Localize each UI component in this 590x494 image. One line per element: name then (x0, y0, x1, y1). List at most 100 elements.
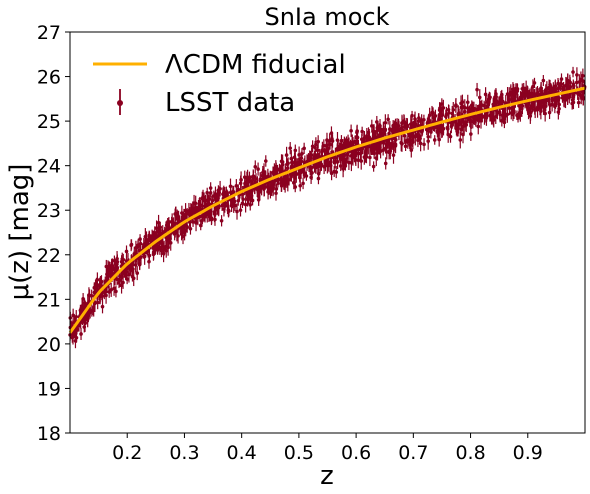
data-point (298, 180, 303, 192)
data-point (287, 174, 291, 186)
data-point (454, 99, 458, 113)
data-point (462, 117, 466, 134)
data-point (227, 206, 231, 217)
x-axis-label: z (320, 461, 334, 491)
data-point (147, 254, 151, 269)
data-point (222, 201, 226, 217)
chart-title: SnIa mock (264, 3, 389, 31)
data-point (322, 139, 326, 153)
data-point (221, 187, 225, 201)
data-point (107, 286, 111, 298)
data-point (391, 123, 395, 135)
data-point (304, 171, 309, 181)
data-point (404, 135, 408, 147)
legend-label-data: LSST data (165, 88, 295, 118)
data-point (551, 82, 556, 94)
data-point (433, 109, 438, 123)
data-point (370, 131, 375, 147)
data-point (297, 146, 301, 164)
data-point (422, 114, 426, 125)
data-point (112, 280, 116, 296)
data-point (362, 131, 367, 146)
data-point (579, 71, 583, 88)
data-point (517, 97, 521, 115)
data-point (104, 287, 108, 304)
ticks-layer: 0.2 0.3 0.4 0.5 0.6 0.7 0.8 0.9 18 19 20 21 22 23 24 25… (37, 22, 543, 464)
data-point (548, 84, 553, 96)
data-point (271, 166, 275, 179)
data-point (129, 239, 134, 250)
y-tick-label: 24 (37, 156, 61, 178)
data-point (138, 237, 143, 250)
data-point (374, 150, 379, 167)
data-point (404, 117, 409, 133)
data-point (299, 151, 304, 165)
data-point (278, 165, 283, 175)
data-layer (68, 66, 587, 349)
data-point (188, 222, 193, 235)
data-point (245, 169, 250, 187)
data-point (395, 121, 399, 134)
data-point (308, 150, 313, 161)
data-point (344, 155, 349, 168)
data-point (375, 115, 379, 128)
data-point (185, 208, 189, 220)
data-point (511, 82, 515, 97)
data-point (529, 86, 534, 101)
data-point (124, 264, 129, 281)
data-point (556, 104, 561, 120)
data-point (302, 142, 306, 154)
data-point (202, 192, 206, 203)
data-point (371, 161, 376, 172)
data-point (108, 261, 112, 278)
y-tick-label: 25 (37, 111, 61, 133)
data-point (316, 168, 321, 179)
x-tick-label: 0.7 (398, 442, 428, 464)
data-point (459, 123, 464, 136)
line-layer (68, 86, 586, 334)
data-point (100, 299, 105, 314)
data-point (212, 205, 217, 223)
data-point (250, 195, 255, 206)
data-point (359, 152, 364, 170)
data-point (301, 177, 305, 190)
data-point (256, 162, 260, 176)
data-point (483, 110, 487, 124)
data-point (120, 252, 125, 266)
data-point (135, 266, 140, 281)
data-point (206, 194, 210, 206)
data-point (114, 285, 118, 298)
data-point (426, 132, 430, 150)
data-point (176, 228, 180, 244)
data-point (483, 87, 488, 102)
data-point (543, 105, 547, 122)
data-point (349, 154, 354, 172)
data-point (253, 160, 258, 174)
data-point (548, 98, 552, 112)
data-point (173, 208, 177, 220)
data-point (154, 220, 159, 236)
data-point (482, 100, 486, 111)
data-point (418, 133, 422, 144)
x-tick-label: 0.2 (112, 442, 142, 464)
data-point (325, 132, 329, 148)
data-point (334, 166, 339, 179)
data-point (475, 82, 479, 97)
data-point (351, 137, 355, 148)
data-point (461, 99, 465, 115)
data-point (234, 179, 239, 193)
data-point (87, 287, 91, 303)
data-point (381, 144, 385, 156)
data-point (240, 185, 245, 203)
data-point (236, 195, 241, 206)
y-tick-label: 19 (37, 378, 61, 400)
data-point (448, 130, 453, 143)
data-point (363, 151, 367, 163)
data-point (144, 232, 148, 249)
y-tick-label: 20 (37, 334, 61, 356)
data-point (224, 186, 229, 198)
data-point (458, 131, 463, 149)
data-point (432, 135, 437, 145)
data-point (400, 114, 404, 132)
data-point (270, 180, 275, 193)
